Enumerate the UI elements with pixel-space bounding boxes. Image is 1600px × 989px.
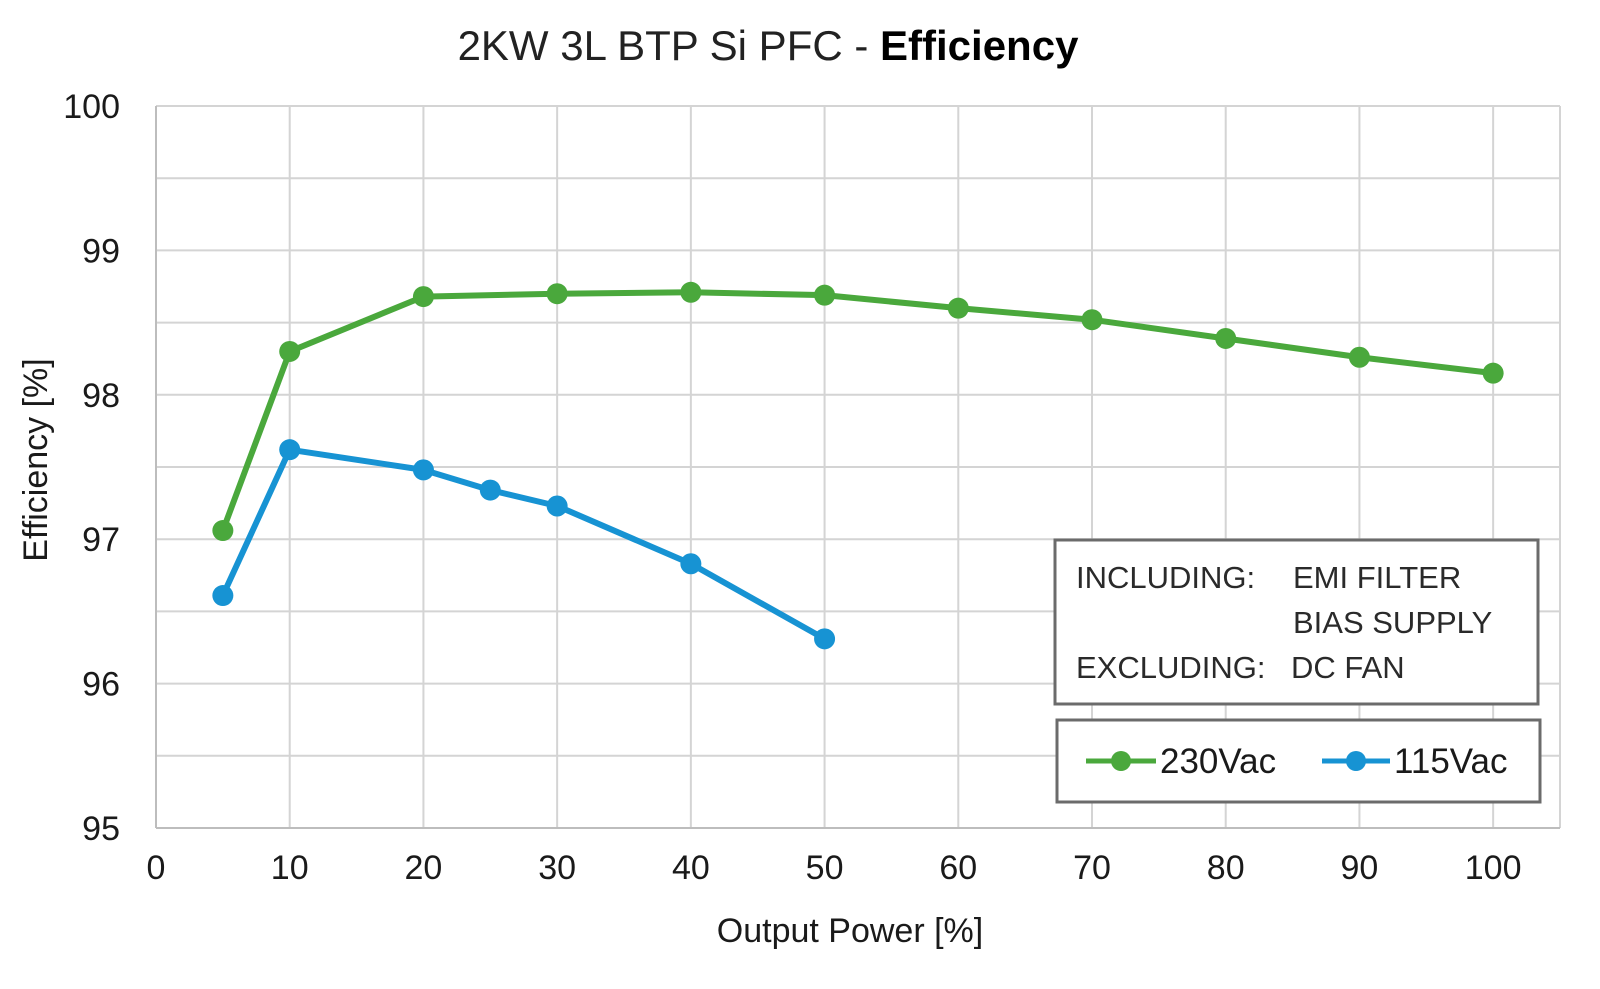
annotation-including-emi: EMI FILTER	[1293, 560, 1461, 595]
x-tick-label: 50	[806, 849, 844, 887]
x-tick-label: 30	[538, 849, 576, 887]
data-point-115vac	[212, 585, 234, 607]
legend-label-230vac: 230Vac	[1160, 742, 1276, 781]
x-tick-label: 90	[1341, 849, 1379, 887]
x-axis-label: Output Power [%]	[717, 912, 983, 950]
x-tick-labels: 0 10 20 30 40 50 60 70 80 90 100	[147, 849, 1522, 887]
y-tick-label: 99	[82, 232, 120, 270]
data-point-230vac	[1081, 309, 1103, 331]
annotation-including-bias: BIAS SUPPLY	[1293, 605, 1492, 640]
series-line-230vac	[219, 289, 1497, 534]
annotation-box: INCLUDING: EMI FILTER BIAS SUPPLY EXCLUD…	[1053, 538, 1540, 706]
data-point-230vac	[412, 286, 434, 308]
data-point-115vac	[279, 439, 301, 461]
series-lines	[212, 281, 1504, 650]
x-tick-label: 10	[271, 849, 309, 887]
x-tick-label: 60	[939, 849, 977, 887]
legend-label-115vac: 115Vac	[1394, 742, 1508, 781]
data-point-230vac	[279, 340, 301, 362]
data-point-115vac	[814, 628, 836, 650]
x-tick-label: 0	[147, 849, 166, 887]
data-point-230vac	[546, 283, 568, 305]
legend-marker-230vac	[1111, 751, 1131, 771]
x-tick-label: 40	[672, 849, 710, 887]
data-point-115vac	[546, 495, 568, 517]
y-axis-label: Efficiency [%]	[17, 358, 55, 561]
data-point-230vac	[1348, 346, 1370, 368]
data-point-230vac	[1215, 327, 1237, 349]
data-point-230vac	[814, 284, 836, 306]
x-tick-label: 20	[405, 849, 443, 887]
annotation-including-label: INCLUDING:	[1076, 560, 1255, 595]
data-point-230vac	[1482, 362, 1504, 384]
x-tick-label: 70	[1073, 849, 1111, 887]
legend: 230Vac 115Vac	[1055, 718, 1542, 804]
chart-title-prefix: 2KW 3L BTP Si PFC -	[458, 22, 880, 69]
y-tick-label: 98	[82, 377, 120, 415]
legend-marker-115vac	[1346, 751, 1366, 771]
y-tick-label: 96	[82, 666, 120, 704]
data-point-230vac	[212, 520, 234, 542]
chart-title: 2KW 3L BTP Si PFC - Efficiency	[458, 22, 1080, 69]
annotation-frame	[1053, 538, 1540, 706]
data-point-115vac	[479, 479, 501, 501]
y-tick-label: 97	[82, 521, 120, 559]
y-tick-label: 95	[82, 810, 120, 848]
y-tick-labels: 95 96 97 98 99 100	[63, 88, 120, 848]
data-point-230vac	[680, 281, 702, 303]
chart-title-emphasis: Efficiency	[880, 22, 1079, 69]
data-point-115vac	[412, 459, 434, 481]
data-point-230vac	[947, 297, 969, 319]
x-tick-label: 100	[1465, 849, 1522, 887]
y-tick-label: 100	[63, 88, 120, 126]
x-tick-label: 80	[1207, 849, 1245, 887]
annotation-excluding-label: EXCLUDING:	[1076, 650, 1265, 685]
annotation-excluding-fan: DC FAN	[1291, 650, 1405, 685]
data-point-115vac	[680, 553, 702, 575]
